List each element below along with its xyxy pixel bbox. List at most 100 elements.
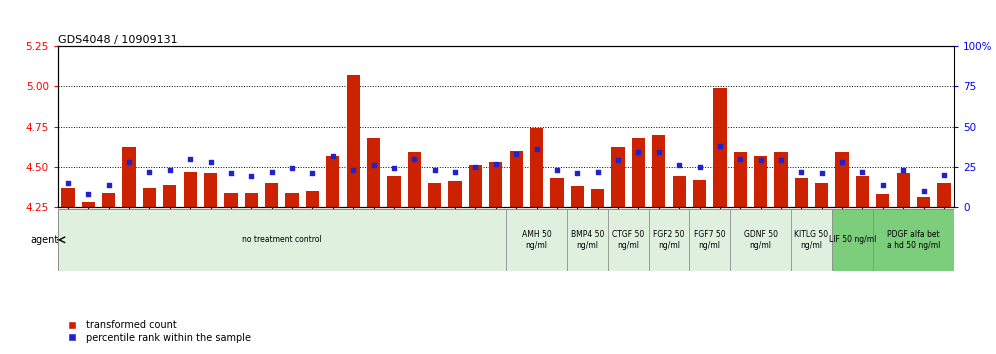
Bar <box>530 128 543 207</box>
Bar <box>58 209 506 271</box>
Bar <box>387 177 400 207</box>
Bar <box>591 189 605 207</box>
Bar <box>367 138 380 207</box>
Bar <box>286 193 299 207</box>
Point <box>915 188 931 194</box>
Point <box>835 159 851 165</box>
Point <box>101 182 117 187</box>
Bar <box>795 178 808 207</box>
Bar <box>469 165 482 207</box>
Point <box>753 158 769 163</box>
Bar <box>608 209 648 271</box>
Bar <box>428 183 441 207</box>
Point <box>794 169 810 175</box>
Point <box>81 192 97 197</box>
Bar <box>815 183 829 207</box>
Bar <box>652 135 665 207</box>
Point <box>570 170 586 176</box>
Bar <box>648 209 689 271</box>
Point <box>936 172 952 178</box>
Bar <box>347 75 360 207</box>
Point <box>773 158 789 163</box>
Point <box>467 164 483 170</box>
Text: CTGF 50
ng/ml: CTGF 50 ng/ml <box>613 230 644 250</box>
Point <box>814 170 830 176</box>
Bar <box>571 186 584 207</box>
Point <box>284 166 300 171</box>
Bar <box>937 183 950 207</box>
Bar <box>326 155 340 207</box>
Point <box>549 167 565 173</box>
Bar <box>102 193 116 207</box>
Bar <box>567 209 608 271</box>
Bar <box>245 193 258 207</box>
Text: LIF 50 ng/ml: LIF 50 ng/ml <box>829 235 876 244</box>
Point <box>447 169 463 175</box>
Point <box>243 174 259 179</box>
Point <box>610 158 626 163</box>
Point <box>122 159 137 165</box>
Text: GDNF 50
ng/ml: GDNF 50 ng/ml <box>744 230 778 250</box>
Bar <box>836 152 849 207</box>
Point <box>386 166 402 171</box>
Bar <box>123 148 135 207</box>
Point <box>508 151 524 157</box>
Point <box>161 167 178 173</box>
Text: agent: agent <box>30 235 58 245</box>
Point <box>223 170 239 176</box>
Bar <box>693 180 706 207</box>
Bar <box>734 152 747 207</box>
Bar <box>672 177 686 207</box>
Point <box>630 149 646 155</box>
Bar <box>62 188 75 207</box>
Bar <box>876 194 889 207</box>
Bar <box>224 193 238 207</box>
Bar <box>631 138 645 207</box>
Point <box>650 149 666 155</box>
Bar <box>204 173 217 207</box>
Text: BMP4 50
ng/ml: BMP4 50 ng/ml <box>571 230 605 250</box>
Point <box>182 156 198 162</box>
Bar <box>489 162 502 207</box>
Bar <box>832 209 872 271</box>
Point <box>305 170 321 176</box>
Point <box>141 169 157 175</box>
Point <box>366 162 381 168</box>
Point <box>671 162 687 168</box>
Bar <box>448 181 462 207</box>
Bar <box>872 209 954 271</box>
Bar <box>82 202 95 207</box>
Bar <box>689 209 730 271</box>
Text: PDGF alfa bet
a hd 50 ng/ml: PDGF alfa bet a hd 50 ng/ml <box>886 230 940 250</box>
Bar <box>407 152 421 207</box>
Bar <box>713 88 726 207</box>
Legend: transformed count, percentile rank within the sample: transformed count, percentile rank withi… <box>63 320 251 343</box>
Bar <box>896 173 910 207</box>
Point <box>855 169 871 175</box>
Point <box>202 159 218 165</box>
Point <box>325 153 341 158</box>
Text: KITLG 50
ng/ml: KITLG 50 ng/ml <box>795 230 829 250</box>
Text: GDS4048 / 10909131: GDS4048 / 10909131 <box>58 35 177 45</box>
Text: no treatment control: no treatment control <box>242 235 322 244</box>
Bar <box>917 198 930 207</box>
Point <box>60 180 76 186</box>
Bar <box>791 209 832 271</box>
Bar <box>730 209 791 271</box>
Point <box>346 167 362 173</box>
Bar <box>774 152 788 207</box>
Bar <box>510 151 523 207</box>
Bar <box>856 177 870 207</box>
Bar <box>506 209 567 271</box>
Point <box>426 167 442 173</box>
Point <box>406 156 422 162</box>
Bar <box>183 172 197 207</box>
Bar <box>306 191 319 207</box>
Text: FGF7 50
ng/ml: FGF7 50 ng/ml <box>694 230 725 250</box>
Bar <box>265 183 278 207</box>
Bar <box>612 148 624 207</box>
Bar <box>550 178 564 207</box>
Bar <box>754 155 767 207</box>
Point <box>691 164 707 170</box>
Text: AMH 50
ng/ml: AMH 50 ng/ml <box>522 230 552 250</box>
